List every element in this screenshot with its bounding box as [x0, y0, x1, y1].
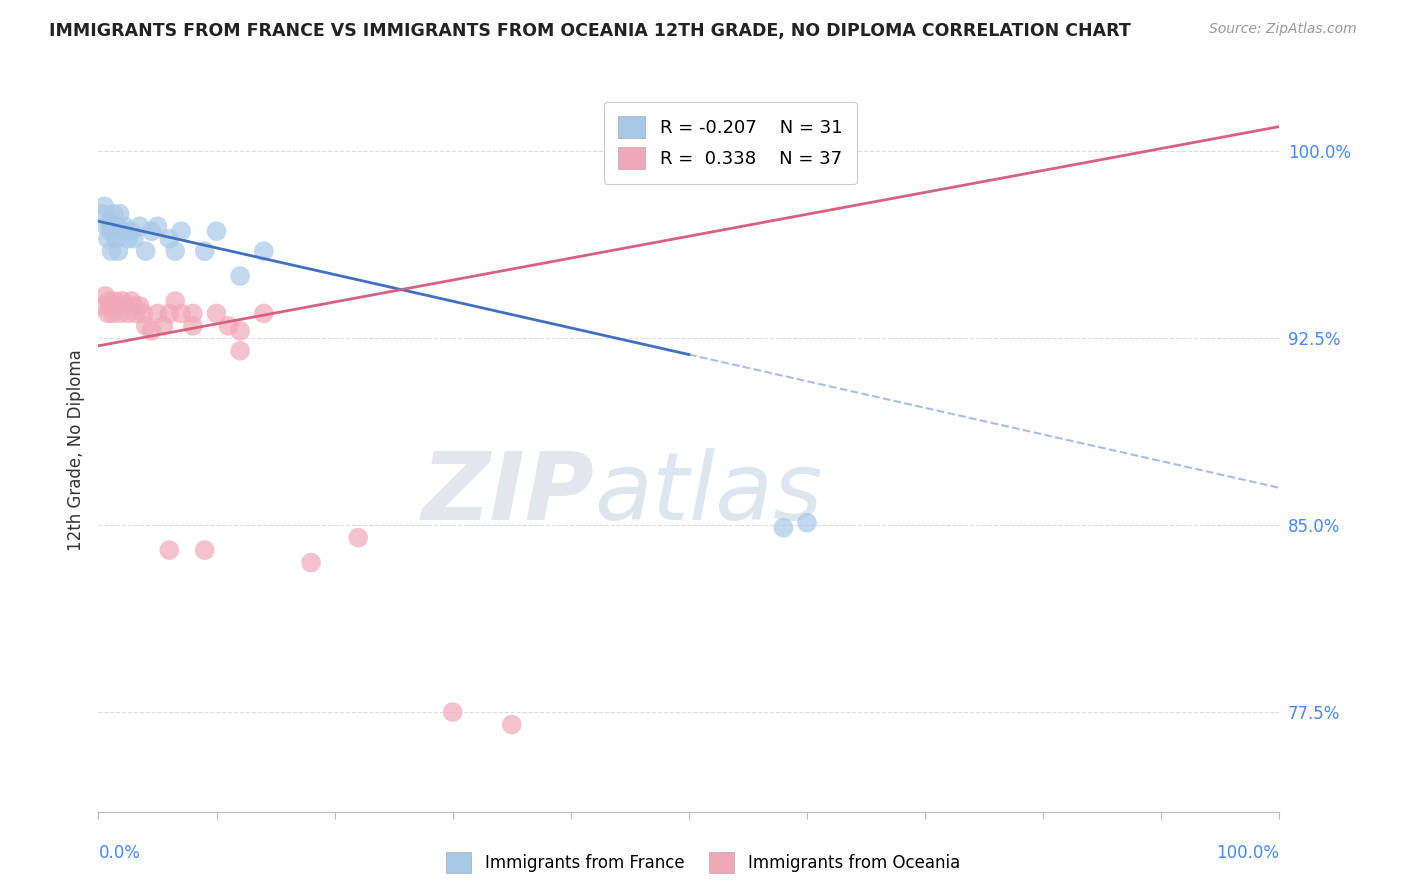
Point	[170, 306, 193, 320]
Point	[181, 306, 204, 320]
Point	[117, 232, 139, 246]
Point	[112, 299, 135, 313]
Point	[93, 199, 115, 213]
Point	[108, 306, 131, 320]
Point	[796, 516, 818, 530]
Point	[229, 343, 252, 358]
Text: atlas: atlas	[595, 449, 823, 540]
Point	[194, 244, 217, 259]
Text: 100.0%: 100.0%	[1216, 844, 1279, 863]
Legend: R = -0.207    N = 31, R =  0.338    N = 37: R = -0.207 N = 31, R = 0.338 N = 37	[603, 102, 856, 184]
Point	[94, 289, 117, 303]
Point	[101, 306, 124, 320]
Point	[157, 543, 180, 558]
Point	[253, 244, 276, 259]
Point	[100, 244, 122, 259]
Point	[772, 521, 794, 535]
Point	[108, 207, 131, 221]
Point	[107, 244, 129, 259]
Point	[121, 293, 143, 308]
Point	[98, 293, 121, 308]
Point	[117, 306, 139, 320]
Point	[91, 207, 114, 221]
Point	[501, 717, 523, 731]
Point	[135, 318, 157, 333]
Point	[157, 306, 180, 320]
Point	[111, 224, 134, 238]
Point	[105, 232, 128, 246]
Point	[122, 232, 145, 246]
Point	[141, 224, 163, 238]
Point	[152, 318, 174, 333]
Text: 0.0%: 0.0%	[98, 844, 141, 863]
Point	[165, 293, 187, 308]
Point	[97, 232, 120, 246]
Point	[125, 306, 148, 320]
Point	[441, 705, 464, 719]
Text: ZIP: ZIP	[422, 448, 595, 540]
Point	[170, 224, 193, 238]
Point	[105, 299, 128, 313]
Text: IMMIGRANTS FROM FRANCE VS IMMIGRANTS FROM OCEANIA 12TH GRADE, NO DIPLOMA CORRELA: IMMIGRANTS FROM FRANCE VS IMMIGRANTS FRO…	[49, 22, 1130, 40]
Point	[146, 306, 169, 320]
Point	[157, 232, 180, 246]
Legend: Immigrants from France, Immigrants from Oceania: Immigrants from France, Immigrants from …	[440, 846, 966, 880]
Point	[91, 299, 114, 313]
Point	[96, 219, 118, 234]
Point	[165, 244, 187, 259]
Point	[217, 318, 239, 333]
Point	[111, 293, 134, 308]
Point	[101, 219, 124, 234]
Point	[105, 219, 128, 234]
Point	[146, 219, 169, 234]
Text: Source: ZipAtlas.com: Source: ZipAtlas.com	[1209, 22, 1357, 37]
Point	[104, 293, 127, 308]
Point	[181, 318, 204, 333]
Point	[112, 219, 135, 234]
Point	[205, 306, 228, 320]
Y-axis label: 12th Grade, No Diploma: 12th Grade, No Diploma	[66, 350, 84, 551]
Point	[98, 214, 121, 228]
Point	[347, 531, 370, 545]
Point	[299, 556, 322, 570]
Point	[253, 306, 276, 320]
Point	[205, 224, 228, 238]
Point	[128, 219, 150, 234]
Point	[98, 299, 121, 313]
Point	[229, 324, 252, 338]
Point	[229, 268, 252, 283]
Point	[132, 306, 155, 320]
Point	[135, 244, 157, 259]
Point	[97, 306, 120, 320]
Point	[121, 224, 143, 238]
Point	[122, 299, 145, 313]
Point	[141, 324, 163, 338]
Point	[194, 543, 217, 558]
Point	[128, 299, 150, 313]
Point	[103, 207, 125, 221]
Point	[98, 224, 121, 238]
